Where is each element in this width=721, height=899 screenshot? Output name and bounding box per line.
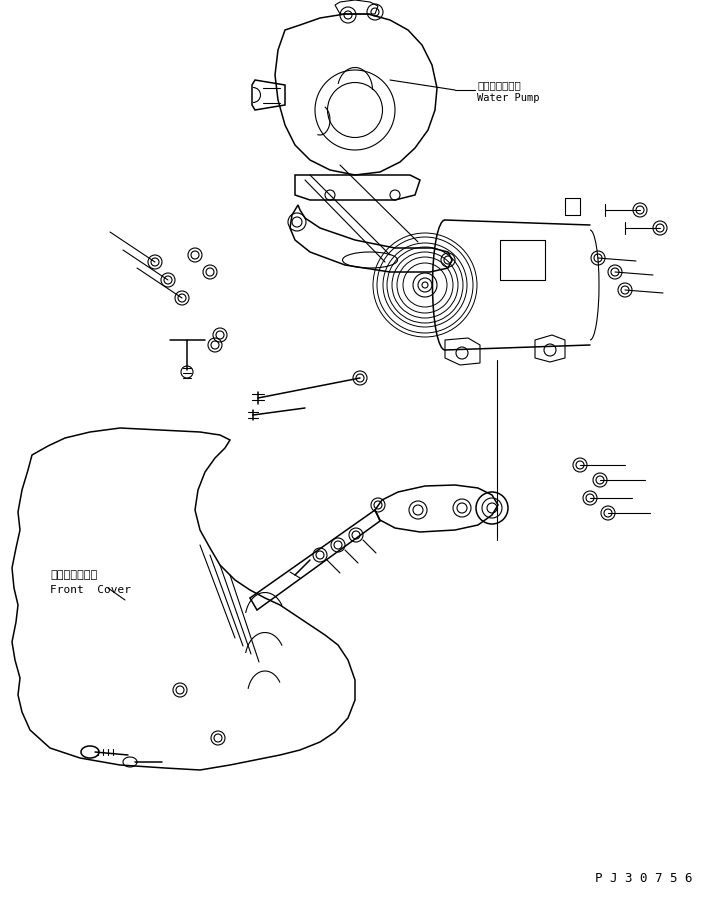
Text: ウォータボンプ: ウォータボンプ [477, 80, 521, 90]
Text: Water Pump: Water Pump [477, 93, 539, 103]
Text: Front  Cover: Front Cover [50, 585, 131, 595]
Text: P J 3 0 7 5 6: P J 3 0 7 5 6 [595, 871, 692, 885]
Text: フロントカバー: フロントカバー [50, 570, 97, 580]
